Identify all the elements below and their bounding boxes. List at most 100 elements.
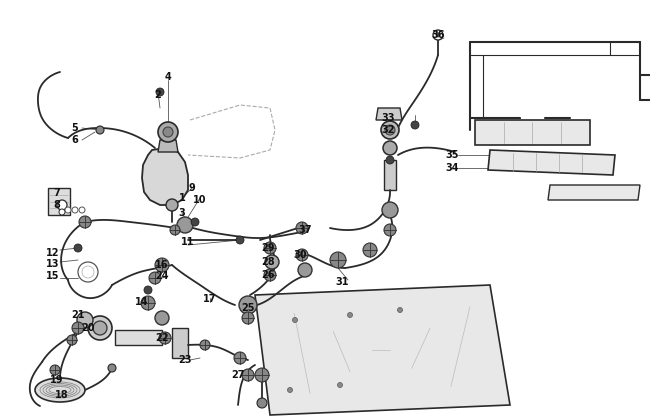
- Text: 6: 6: [72, 135, 79, 145]
- Circle shape: [50, 365, 60, 375]
- Circle shape: [177, 217, 193, 233]
- Circle shape: [384, 224, 396, 236]
- Circle shape: [433, 30, 443, 40]
- Text: 7: 7: [54, 188, 60, 198]
- Text: 20: 20: [81, 323, 95, 333]
- Text: 3: 3: [179, 208, 185, 218]
- Circle shape: [296, 222, 308, 234]
- Circle shape: [348, 312, 352, 318]
- Text: 26: 26: [261, 270, 275, 280]
- Circle shape: [264, 242, 276, 254]
- Circle shape: [158, 122, 178, 142]
- Circle shape: [57, 200, 67, 210]
- Circle shape: [337, 383, 343, 388]
- Circle shape: [96, 126, 104, 134]
- Circle shape: [141, 296, 155, 310]
- Polygon shape: [48, 188, 70, 215]
- Polygon shape: [384, 160, 396, 190]
- Text: 13: 13: [46, 259, 60, 269]
- Circle shape: [265, 255, 279, 269]
- Circle shape: [159, 332, 171, 344]
- Text: 4: 4: [164, 72, 172, 82]
- Circle shape: [155, 258, 169, 272]
- Text: 36: 36: [431, 30, 445, 40]
- Circle shape: [72, 207, 78, 213]
- Circle shape: [382, 202, 398, 218]
- Text: 22: 22: [155, 333, 169, 343]
- Circle shape: [292, 318, 298, 323]
- Text: 8: 8: [53, 200, 60, 210]
- Polygon shape: [488, 150, 615, 175]
- Text: 23: 23: [178, 355, 192, 365]
- Circle shape: [59, 209, 65, 215]
- Polygon shape: [158, 140, 178, 152]
- Circle shape: [77, 312, 93, 328]
- Text: 32: 32: [382, 125, 395, 135]
- Circle shape: [82, 266, 94, 278]
- Circle shape: [296, 249, 308, 261]
- Circle shape: [398, 307, 402, 312]
- Circle shape: [144, 286, 152, 294]
- Text: 33: 33: [382, 113, 395, 123]
- Text: 11: 11: [181, 237, 195, 247]
- Circle shape: [78, 262, 98, 282]
- Circle shape: [88, 316, 112, 340]
- Text: 29: 29: [261, 243, 275, 253]
- Circle shape: [385, 125, 395, 135]
- Circle shape: [170, 225, 180, 235]
- Polygon shape: [172, 328, 188, 358]
- Circle shape: [264, 269, 276, 281]
- Text: 14: 14: [135, 297, 149, 307]
- Polygon shape: [548, 185, 640, 200]
- Text: 10: 10: [193, 195, 207, 205]
- Text: 12: 12: [46, 248, 60, 258]
- Circle shape: [330, 252, 346, 268]
- Circle shape: [67, 335, 77, 345]
- Text: 18: 18: [55, 390, 69, 400]
- Circle shape: [163, 127, 173, 137]
- Circle shape: [200, 340, 210, 350]
- Circle shape: [381, 121, 399, 139]
- Polygon shape: [115, 330, 162, 345]
- Circle shape: [236, 236, 244, 244]
- Text: 34: 34: [445, 163, 459, 173]
- Circle shape: [257, 398, 267, 408]
- Polygon shape: [475, 120, 590, 145]
- Circle shape: [79, 207, 85, 213]
- Circle shape: [74, 244, 82, 252]
- Circle shape: [93, 321, 107, 335]
- Text: 2: 2: [155, 90, 161, 100]
- Text: 30: 30: [293, 250, 307, 260]
- Text: 1: 1: [179, 193, 185, 203]
- Circle shape: [65, 207, 71, 213]
- Circle shape: [383, 141, 397, 155]
- Polygon shape: [376, 108, 402, 120]
- Text: 19: 19: [50, 375, 64, 385]
- Text: 9: 9: [188, 183, 196, 193]
- Polygon shape: [142, 148, 188, 205]
- Text: 35: 35: [445, 150, 459, 160]
- Text: 37: 37: [298, 225, 312, 235]
- Circle shape: [436, 33, 440, 37]
- Text: 27: 27: [231, 370, 245, 380]
- Circle shape: [108, 364, 116, 372]
- Text: 31: 31: [335, 277, 349, 287]
- Text: 28: 28: [261, 257, 275, 267]
- Text: 5: 5: [72, 123, 79, 133]
- Circle shape: [234, 352, 246, 364]
- Text: 17: 17: [203, 294, 216, 304]
- Circle shape: [149, 272, 161, 284]
- Circle shape: [255, 368, 269, 382]
- Circle shape: [242, 369, 254, 381]
- Circle shape: [363, 243, 377, 257]
- Text: 21: 21: [72, 310, 84, 320]
- Circle shape: [191, 218, 199, 226]
- Circle shape: [156, 88, 164, 96]
- Text: 24: 24: [155, 271, 169, 281]
- Polygon shape: [255, 285, 510, 415]
- Circle shape: [166, 199, 178, 211]
- Circle shape: [298, 263, 312, 277]
- Circle shape: [242, 312, 254, 324]
- Circle shape: [386, 156, 394, 164]
- Text: 15: 15: [46, 271, 60, 281]
